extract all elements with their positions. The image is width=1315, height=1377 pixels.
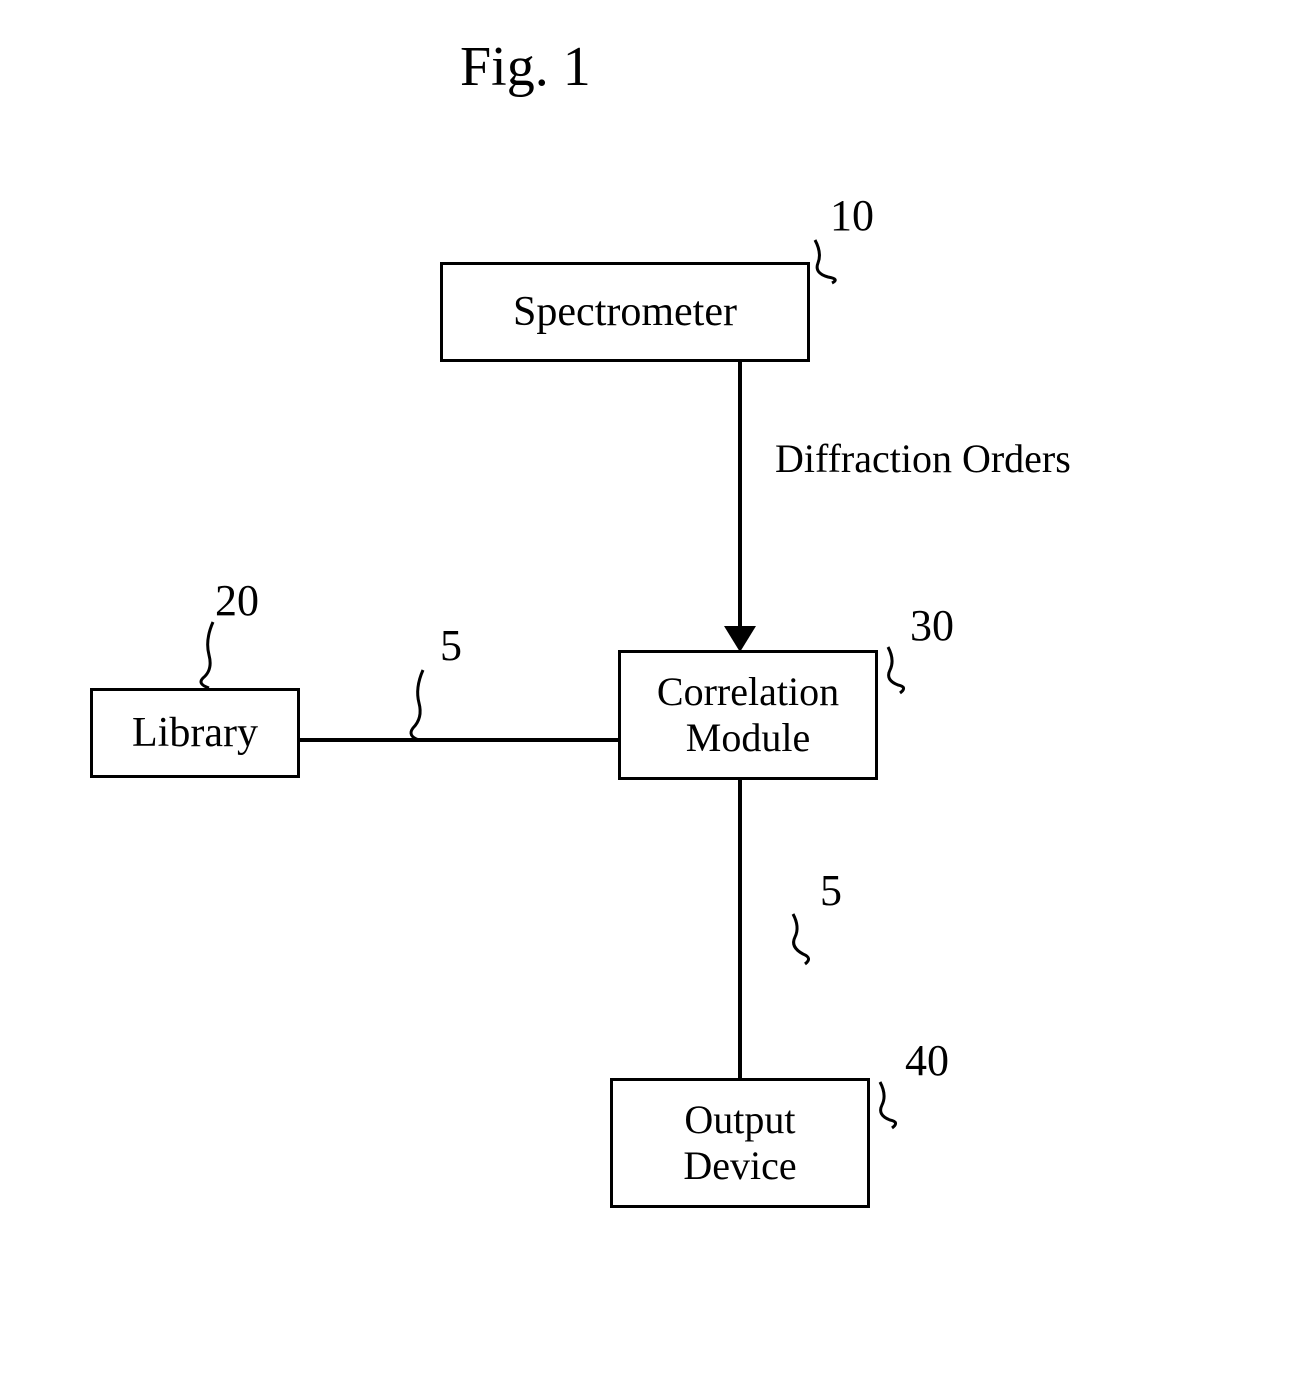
edge-spec-to-corr: [738, 362, 742, 632]
edge-lib-squiggle-icon: [405, 668, 445, 743]
spectrometer-label: Spectrometer: [513, 288, 737, 336]
library-box: Library: [90, 688, 300, 778]
output-leader-icon: [872, 1080, 912, 1130]
correlation-ref: 30: [910, 600, 954, 651]
edge-corr-squiggle-icon: [785, 912, 825, 967]
library-ref: 20: [215, 575, 259, 626]
correlation-box: Correlation Module: [618, 650, 878, 780]
edge-corr-ref: 5: [820, 865, 842, 916]
figure-title: Fig. 1: [460, 35, 591, 99]
correlation-label: Correlation Module: [657, 669, 839, 761]
output-label: Output Device: [683, 1097, 796, 1189]
output-box: Output Device: [610, 1078, 870, 1208]
spectrometer-ref: 10: [830, 190, 874, 241]
library-label: Library: [132, 709, 258, 757]
arrowhead-spec-to-corr-icon: [724, 626, 756, 652]
correlation-leader-icon: [880, 645, 920, 695]
spectrometer-leader-icon: [810, 235, 850, 285]
edge-lib-to-corr: [300, 738, 618, 742]
output-ref: 40: [905, 1035, 949, 1086]
spectrometer-box: Spectrometer: [440, 262, 810, 362]
library-leader-icon: [195, 620, 235, 690]
edge-lib-ref: 5: [440, 620, 462, 671]
edge-label-diffraction: Diffraction Orders: [775, 435, 1071, 482]
edge-corr-to-output: [738, 780, 742, 1078]
